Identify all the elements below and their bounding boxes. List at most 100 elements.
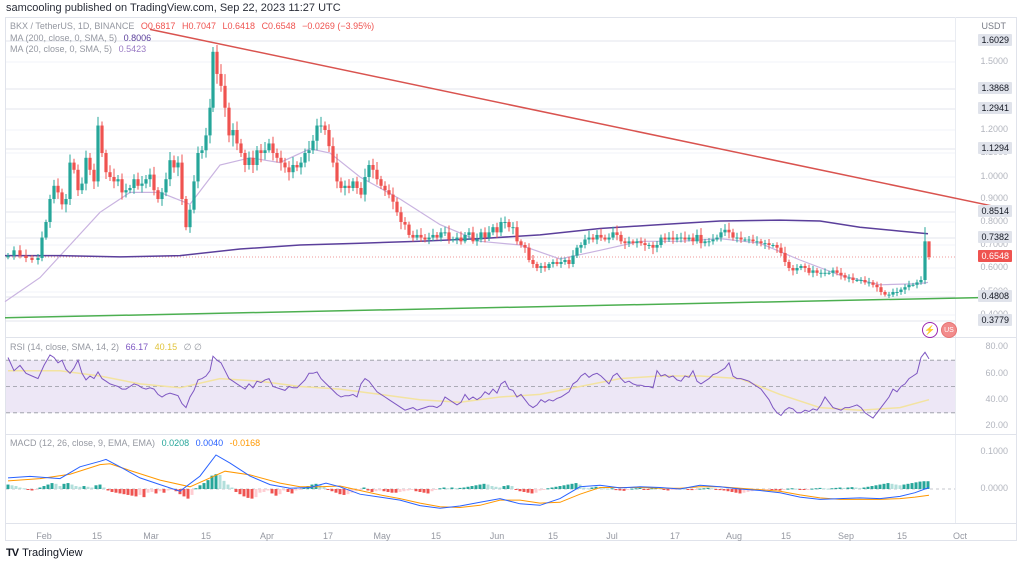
macd-histogram-bar	[690, 489, 694, 491]
ohlc-high: H0.7047	[181, 21, 216, 31]
macd-histogram-bar	[330, 489, 334, 492]
published-caption: samcooling published on TradingView.com,…	[6, 2, 341, 14]
macd-histogram-bar	[194, 488, 198, 490]
macd-histogram-bar	[682, 488, 686, 490]
symbol-label[interactable]: BKX / TetherUS, 1D, BINANCE	[10, 21, 135, 31]
candle-body	[675, 237, 679, 240]
macd-histogram-bar	[846, 487, 850, 489]
candle-body	[152, 174, 156, 191]
macd-histogram-bar	[670, 489, 674, 490]
candle-body	[719, 232, 723, 238]
candle-body	[76, 169, 80, 191]
footer-branding[interactable]: TV TradingView	[6, 547, 83, 559]
macd-histogram-bar	[370, 489, 374, 492]
macd-histogram-bar	[662, 489, 666, 490]
ma20-value: 0.5423	[118, 44, 147, 54]
macd-histogram-bar	[298, 489, 302, 490]
macd-histogram-bar	[878, 484, 882, 489]
macd-histogram-bar	[22, 488, 26, 490]
macd-histogram-bar	[150, 489, 154, 492]
macd-histogram-bar	[190, 489, 194, 495]
candle-body	[132, 179, 136, 188]
macd-histogram-bar	[398, 489, 402, 492]
candle-body	[40, 237, 44, 258]
candle-body	[835, 270, 839, 273]
time-tick: Mar	[143, 531, 159, 541]
macd-histogram-bar	[414, 489, 418, 492]
macd-histogram-bar	[602, 488, 606, 490]
pane-separator-macd[interactable]	[5, 434, 1017, 435]
macd-histogram-bar	[674, 489, 678, 490]
candle-body	[547, 263, 551, 268]
candle-body	[599, 234, 603, 238]
pane-separator-rsi[interactable]	[5, 337, 1017, 338]
macd-histogram-bar	[6, 484, 10, 489]
macd-histogram-bar	[382, 489, 386, 492]
macd-histogram-bar	[926, 481, 930, 489]
ma20-label: MA (20, close, 0, SMA, 5)	[10, 44, 113, 54]
candle-body	[463, 234, 467, 242]
candle-body	[859, 280, 863, 281]
macd-histogram-bar	[734, 489, 738, 493]
ohlc-close: C0.6548	[261, 21, 296, 31]
candle-body	[911, 284, 915, 286]
macd-histogram-bar	[834, 487, 838, 489]
candle-body	[571, 255, 575, 264]
candle-body	[915, 282, 919, 285]
candle-body	[515, 227, 519, 242]
macd-histogram-bar	[850, 487, 854, 489]
macd-histogram-bar	[130, 489, 134, 496]
rsi-legend[interactable]: RSI (14, close, SMA, 14, 2) 66.17 40.15 …	[10, 342, 206, 353]
us-flag-icon[interactable]: US	[941, 322, 957, 338]
candle-body	[347, 185, 351, 188]
time-tick: Feb	[36, 531, 52, 541]
macd-histogram-bar	[622, 489, 626, 491]
lightning-icon[interactable]: ⚡	[922, 322, 938, 338]
candle-body	[443, 232, 447, 234]
macd-histogram-bar	[86, 486, 90, 489]
macd-line	[7, 454, 930, 509]
price-axis-unit: USDT	[981, 21, 1007, 31]
candle-body	[611, 232, 615, 238]
candle-body	[667, 237, 671, 240]
candle-body	[527, 247, 531, 260]
macd-histogram-bar	[430, 489, 434, 492]
candle-body	[399, 212, 403, 222]
candle-body	[211, 51, 215, 108]
macd-histogram-bar	[726, 489, 730, 492]
macd-histogram-bar	[698, 488, 702, 490]
macd-histogram-bar	[322, 486, 326, 489]
macd-histogram-bar	[898, 485, 902, 489]
time-tick: 15	[896, 531, 908, 541]
candle-body	[791, 268, 795, 271]
candle-body	[815, 270, 819, 273]
macd-histogram-bar	[558, 486, 562, 489]
ohlc-change: −0.0269 (−3.95%)	[302, 21, 375, 31]
macd-histogram-bar	[470, 486, 474, 489]
candle-body	[583, 239, 587, 245]
candle-body	[423, 237, 427, 240]
macd-histogram-bar	[866, 486, 870, 489]
candle-body	[415, 234, 419, 238]
time-axis-separator	[5, 523, 1017, 524]
macd-histogram-bar	[214, 474, 218, 489]
macd-histogram-bar	[610, 488, 614, 490]
candle-body	[263, 150, 267, 153]
macd-histogram-bar	[706, 487, 710, 489]
macd-histogram-bar	[494, 486, 498, 489]
candle-body	[208, 107, 212, 136]
macd-histogram-bar	[666, 489, 670, 491]
candle-body	[671, 237, 675, 240]
macd-legend[interactable]: MACD (12, 26, close, 9, EMA, EMA) 0.0208…	[10, 438, 264, 448]
macd-histogram-bar	[114, 489, 118, 493]
macd-histogram-bar	[890, 483, 894, 489]
candle-body	[375, 169, 379, 180]
macd-histogram-bar	[858, 487, 862, 489]
macd-histogram-bar	[230, 487, 234, 489]
ma200-legend[interactable]: MA (200, close, 0, SMA, 5) 0.8006	[10, 33, 155, 43]
candle-body	[735, 237, 739, 239]
ma20-legend[interactable]: MA (20, close, 0, SMA, 5) 0.5423	[10, 44, 150, 54]
candle-body	[919, 280, 923, 283]
macd-histogram-bar	[802, 489, 806, 490]
